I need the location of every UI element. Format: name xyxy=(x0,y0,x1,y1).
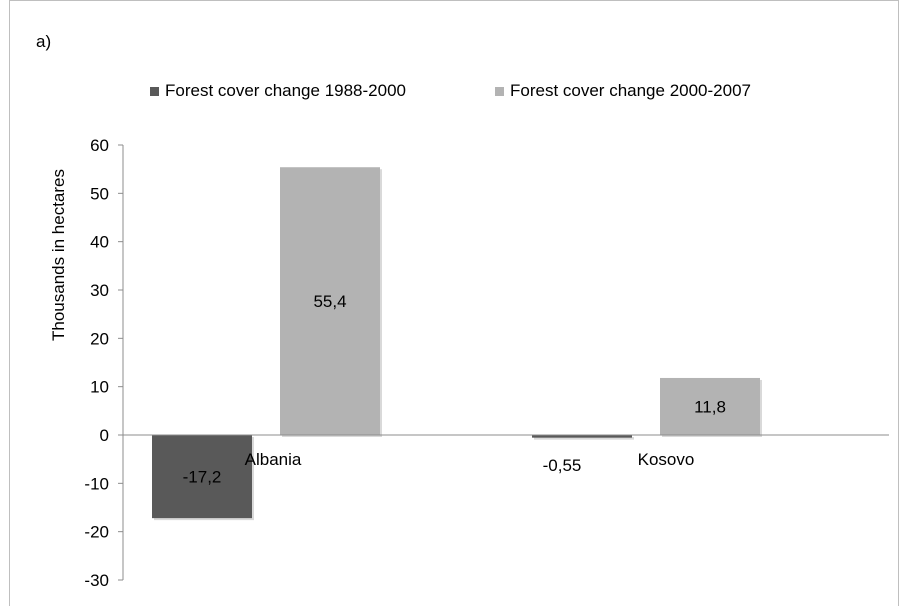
y-tick-label: 10 xyxy=(90,378,109,397)
data-label: 55,4 xyxy=(313,292,346,311)
legend-entry: Forest cover change 2000-2007 xyxy=(510,81,751,100)
y-tick-label: 60 xyxy=(90,136,109,155)
y-tick-label: 0 xyxy=(100,426,109,445)
y-tick-label: 30 xyxy=(90,281,109,300)
bar-shadow xyxy=(534,437,634,440)
y-tick-label: -20 xyxy=(84,523,109,542)
legend-entry: Forest cover change 1988-2000 xyxy=(165,81,406,100)
y-tick-label: 20 xyxy=(90,329,109,348)
category-label: Albania xyxy=(245,450,302,469)
data-label: 11,8 xyxy=(694,397,726,416)
bar-kosovo-series-1 xyxy=(532,435,632,438)
legend-swatch xyxy=(495,87,504,96)
data-label: -17,2 xyxy=(183,468,222,487)
category-label: Kosovo xyxy=(638,450,695,469)
y-axis: -30 -20 -10 0 10 20 30 40 50 60 xyxy=(84,136,124,590)
panel-label: a) xyxy=(36,32,51,51)
data-labels: -17,2 55,4 -0,55 11,8 xyxy=(183,292,726,486)
y-axis-label: Thousands in hectares xyxy=(49,169,68,341)
y-tick-label: 50 xyxy=(90,184,109,203)
bar-kosovo-series-2 xyxy=(660,377,760,435)
y-tick-label: 40 xyxy=(90,233,109,252)
bars xyxy=(152,167,762,521)
y-tick-label: -10 xyxy=(84,474,109,493)
bar-albania-series-2 xyxy=(280,167,380,435)
legend: Forest cover change 1988-2000 Forest cove… xyxy=(150,81,751,100)
data-label: -0,55 xyxy=(543,456,582,475)
category-labels: Albania Kosovo xyxy=(245,450,695,469)
legend-swatch xyxy=(150,87,159,96)
bar-albania-series-1 xyxy=(152,435,252,519)
y-tick-label: -30 xyxy=(84,571,109,590)
